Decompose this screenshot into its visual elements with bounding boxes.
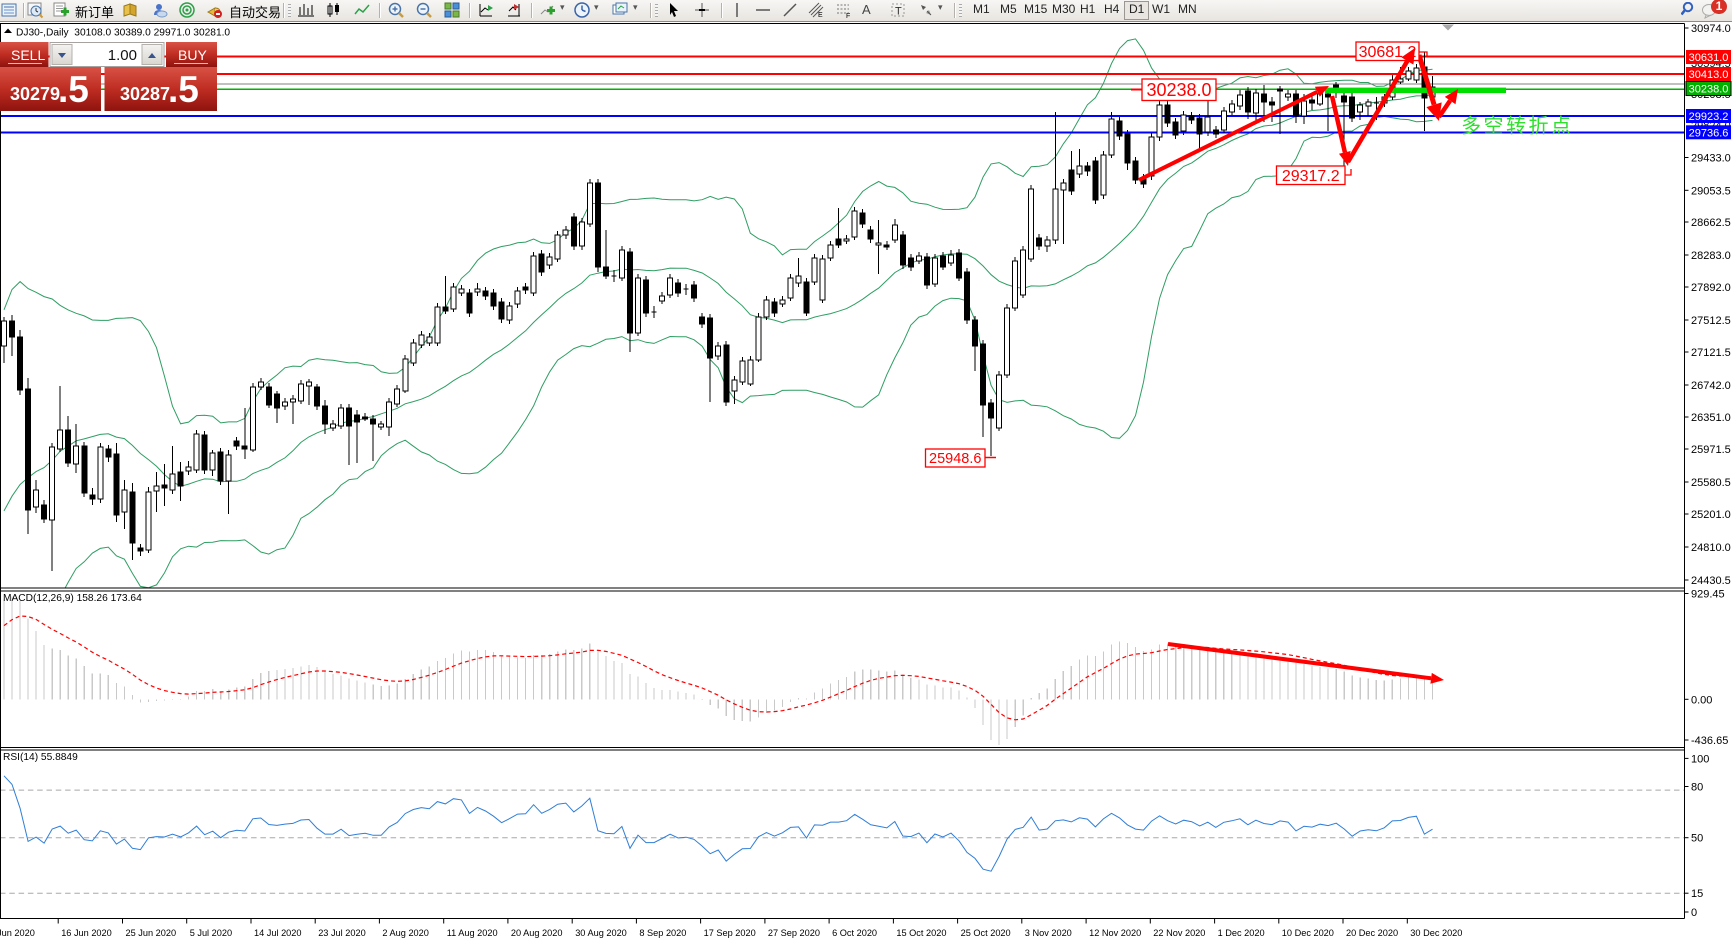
svg-text:30279: 30279 [10, 84, 60, 104]
svg-text:25201.0: 25201.0 [1691, 509, 1731, 521]
svg-text:MACD(12,26,9) 158.26 173.64: MACD(12,26,9) 158.26 173.64 [3, 593, 142, 604]
svg-text:50: 50 [1691, 833, 1703, 845]
svg-text:30287: 30287 [120, 84, 170, 104]
svg-text:T: T [895, 6, 902, 18]
svg-text:29923.2: 29923.2 [1689, 111, 1729, 123]
svg-text:25 Oct 2020: 25 Oct 2020 [961, 928, 1011, 938]
svg-text:23 Jul 2020: 23 Jul 2020 [318, 928, 366, 938]
svg-text:25 Jun 2020: 25 Jun 2020 [126, 928, 177, 938]
svg-text:30 Dec 2020: 30 Dec 2020 [1410, 928, 1462, 938]
svg-text:27892.0: 27892.0 [1691, 282, 1731, 294]
svg-text:E: E [818, 12, 823, 19]
svg-text:24810.0: 24810.0 [1691, 542, 1731, 554]
svg-text:Jun 2020: Jun 2020 [0, 928, 35, 938]
svg-text:5 Jul 2020: 5 Jul 2020 [190, 928, 232, 938]
svg-text:.5: .5 [58, 69, 89, 110]
svg-text:25580.5: 25580.5 [1691, 477, 1731, 489]
svg-text:14 Jul 2020: 14 Jul 2020 [254, 928, 302, 938]
svg-text:0.00: 0.00 [1691, 694, 1712, 706]
svg-text:29053.5: 29053.5 [1691, 185, 1731, 197]
svg-text:多空转折点: 多空转折点 [1461, 115, 1574, 138]
svg-text:29736.6: 29736.6 [1689, 127, 1729, 139]
svg-text:8 Sep 2020: 8 Sep 2020 [639, 928, 686, 938]
svg-text:30238.0: 30238.0 [1689, 84, 1729, 96]
svg-text:20 Aug 2020: 20 Aug 2020 [511, 928, 563, 938]
svg-text:15: 15 [1691, 888, 1703, 900]
svg-text:30974.0: 30974.0 [1691, 23, 1731, 35]
svg-text:929.45: 929.45 [1691, 589, 1725, 601]
svg-text:29433.0: 29433.0 [1691, 153, 1731, 165]
svg-text:30413.0: 30413.0 [1689, 69, 1729, 81]
svg-text:30 Aug 2020: 30 Aug 2020 [575, 928, 627, 938]
svg-text:BUY: BUY [178, 47, 207, 63]
svg-text:10 Dec 2020: 10 Dec 2020 [1282, 928, 1334, 938]
svg-text:3 Nov 2020: 3 Nov 2020 [1025, 928, 1072, 938]
svg-text:24430.5: 24430.5 [1691, 575, 1731, 587]
svg-text:26351.0: 26351.0 [1691, 412, 1731, 424]
svg-text:1 Dec 2020: 1 Dec 2020 [1218, 928, 1265, 938]
svg-text:30631.0: 30631.0 [1689, 52, 1729, 64]
svg-text:30238.0: 30238.0 [1146, 80, 1211, 100]
svg-text:.5: .5 [168, 69, 199, 110]
svg-text:1.00: 1.00 [108, 47, 137, 64]
svg-text:DJ30-,Daily 30108.0 30389.0 2: DJ30-,Daily 30108.0 30389.0 29971.0 3028… [16, 28, 230, 39]
svg-text:28283.0: 28283.0 [1691, 250, 1731, 262]
svg-text:-436.65: -436.65 [1691, 735, 1728, 747]
svg-text:27121.5: 27121.5 [1691, 347, 1731, 359]
svg-text:11 Aug 2020: 11 Aug 2020 [447, 928, 498, 938]
svg-text:29317.2: 29317.2 [1282, 168, 1340, 185]
svg-text:100: 100 [1691, 753, 1709, 765]
svg-text:SELL: SELL [11, 47, 45, 63]
svg-text:27 Sep 2020: 27 Sep 2020 [768, 928, 820, 938]
svg-text:25948.6: 25948.6 [929, 451, 981, 467]
svg-text:25971.5: 25971.5 [1691, 444, 1731, 456]
svg-text:26742.0: 26742.0 [1691, 380, 1731, 392]
svg-text:2 Aug 2020: 2 Aug 2020 [382, 928, 429, 938]
svg-text:22 Nov 2020: 22 Nov 2020 [1153, 928, 1205, 938]
svg-text:F: F [846, 13, 850, 19]
svg-text:17 Sep 2020: 17 Sep 2020 [704, 928, 756, 938]
svg-text:16 Jun 2020: 16 Jun 2020 [61, 928, 112, 938]
svg-text:30681.2: 30681.2 [1359, 44, 1417, 61]
svg-text:28662.5: 28662.5 [1691, 217, 1731, 229]
svg-text:80: 80 [1691, 782, 1703, 794]
svg-text:6 Oct 2020: 6 Oct 2020 [832, 928, 877, 938]
svg-text:15 Oct 2020: 15 Oct 2020 [896, 928, 946, 938]
svg-text:20 Dec 2020: 20 Dec 2020 [1346, 928, 1398, 938]
svg-text:12 Nov 2020: 12 Nov 2020 [1089, 928, 1141, 938]
svg-text:0: 0 [1691, 907, 1697, 919]
svg-text:27512.5: 27512.5 [1691, 315, 1731, 327]
svg-text:RSI(14) 55.8849: RSI(14) 55.8849 [3, 752, 78, 763]
